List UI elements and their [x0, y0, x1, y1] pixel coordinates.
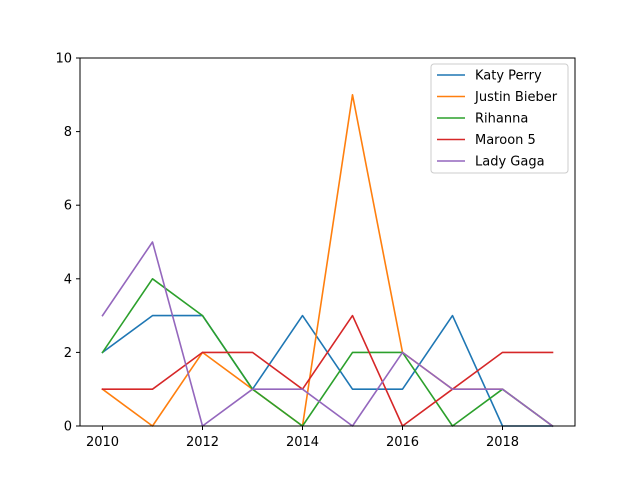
y-tick-label: 6: [64, 199, 72, 214]
y-tick-label: 8: [64, 125, 72, 140]
legend-box: [430, 63, 569, 174]
legend-label: Maroon 5: [475, 133, 536, 148]
axes-frame: [79, 57, 576, 427]
x-tick-label: 2012: [186, 435, 219, 450]
y-tick-label: 2: [64, 346, 72, 361]
x-tick-label: 2016: [386, 435, 419, 450]
legend: Katy Perry Justin Bieber Rihanna Maroon 5 La…: [430, 63, 569, 174]
legend-label: Justin Bieber: [474, 90, 558, 105]
y-tick-label: 10: [55, 52, 72, 67]
y-tick-label: 4: [64, 272, 72, 287]
y-axis: 0 2 4 6 8 10: [55, 52, 80, 435]
x-axis: 2010 2012 2014 2016 2018: [86, 426, 519, 450]
series-line-4: [101, 241, 554, 428]
x-tick-label: 2018: [486, 435, 519, 450]
series-line-2: [101, 277, 554, 428]
y-tick-label: 0: [64, 420, 72, 435]
series-layer: [101, 94, 554, 428]
legend-label: Lady Gaga: [475, 155, 545, 170]
x-tick-label: 2014: [286, 435, 319, 450]
x-tick-label: 2010: [86, 435, 119, 450]
legend-label: Rihanna: [475, 112, 528, 127]
legend-label: Katy Perry: [475, 69, 542, 84]
series-line-3: [101, 314, 554, 427]
